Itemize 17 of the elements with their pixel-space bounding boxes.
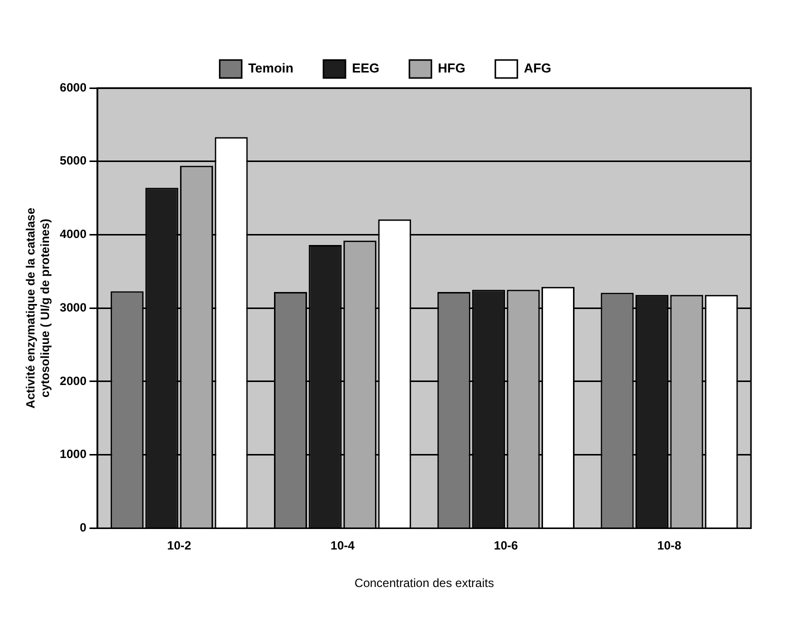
y-tick-label: 0: [80, 520, 87, 535]
x-tick-label: 10-8: [657, 538, 682, 553]
y-tick-label: 3000: [60, 300, 87, 314]
x-tick-label: 10-2: [167, 538, 192, 553]
legend-label: AFG: [524, 60, 552, 76]
y-axis-title: Activité enzymatique de la catalase cytosolique ( UI/g de proteines): [24, 207, 52, 408]
y-tick-label: 4000: [60, 227, 87, 242]
y-tick-label: 1000: [60, 447, 87, 462]
legend-label: HFG: [438, 60, 466, 76]
legend-label: Temoin: [248, 60, 294, 76]
x-tick-label: 10-4: [330, 538, 355, 553]
y-tick-label: 5000: [60, 154, 87, 168]
x-axis-title: Concentration des extraits: [354, 576, 494, 590]
y-tick-label: 6000: [60, 80, 87, 94]
y-tick-label: 2000: [60, 374, 87, 388]
legend-label: EEG: [352, 60, 380, 76]
x-tick-label: 10-6: [494, 538, 518, 553]
